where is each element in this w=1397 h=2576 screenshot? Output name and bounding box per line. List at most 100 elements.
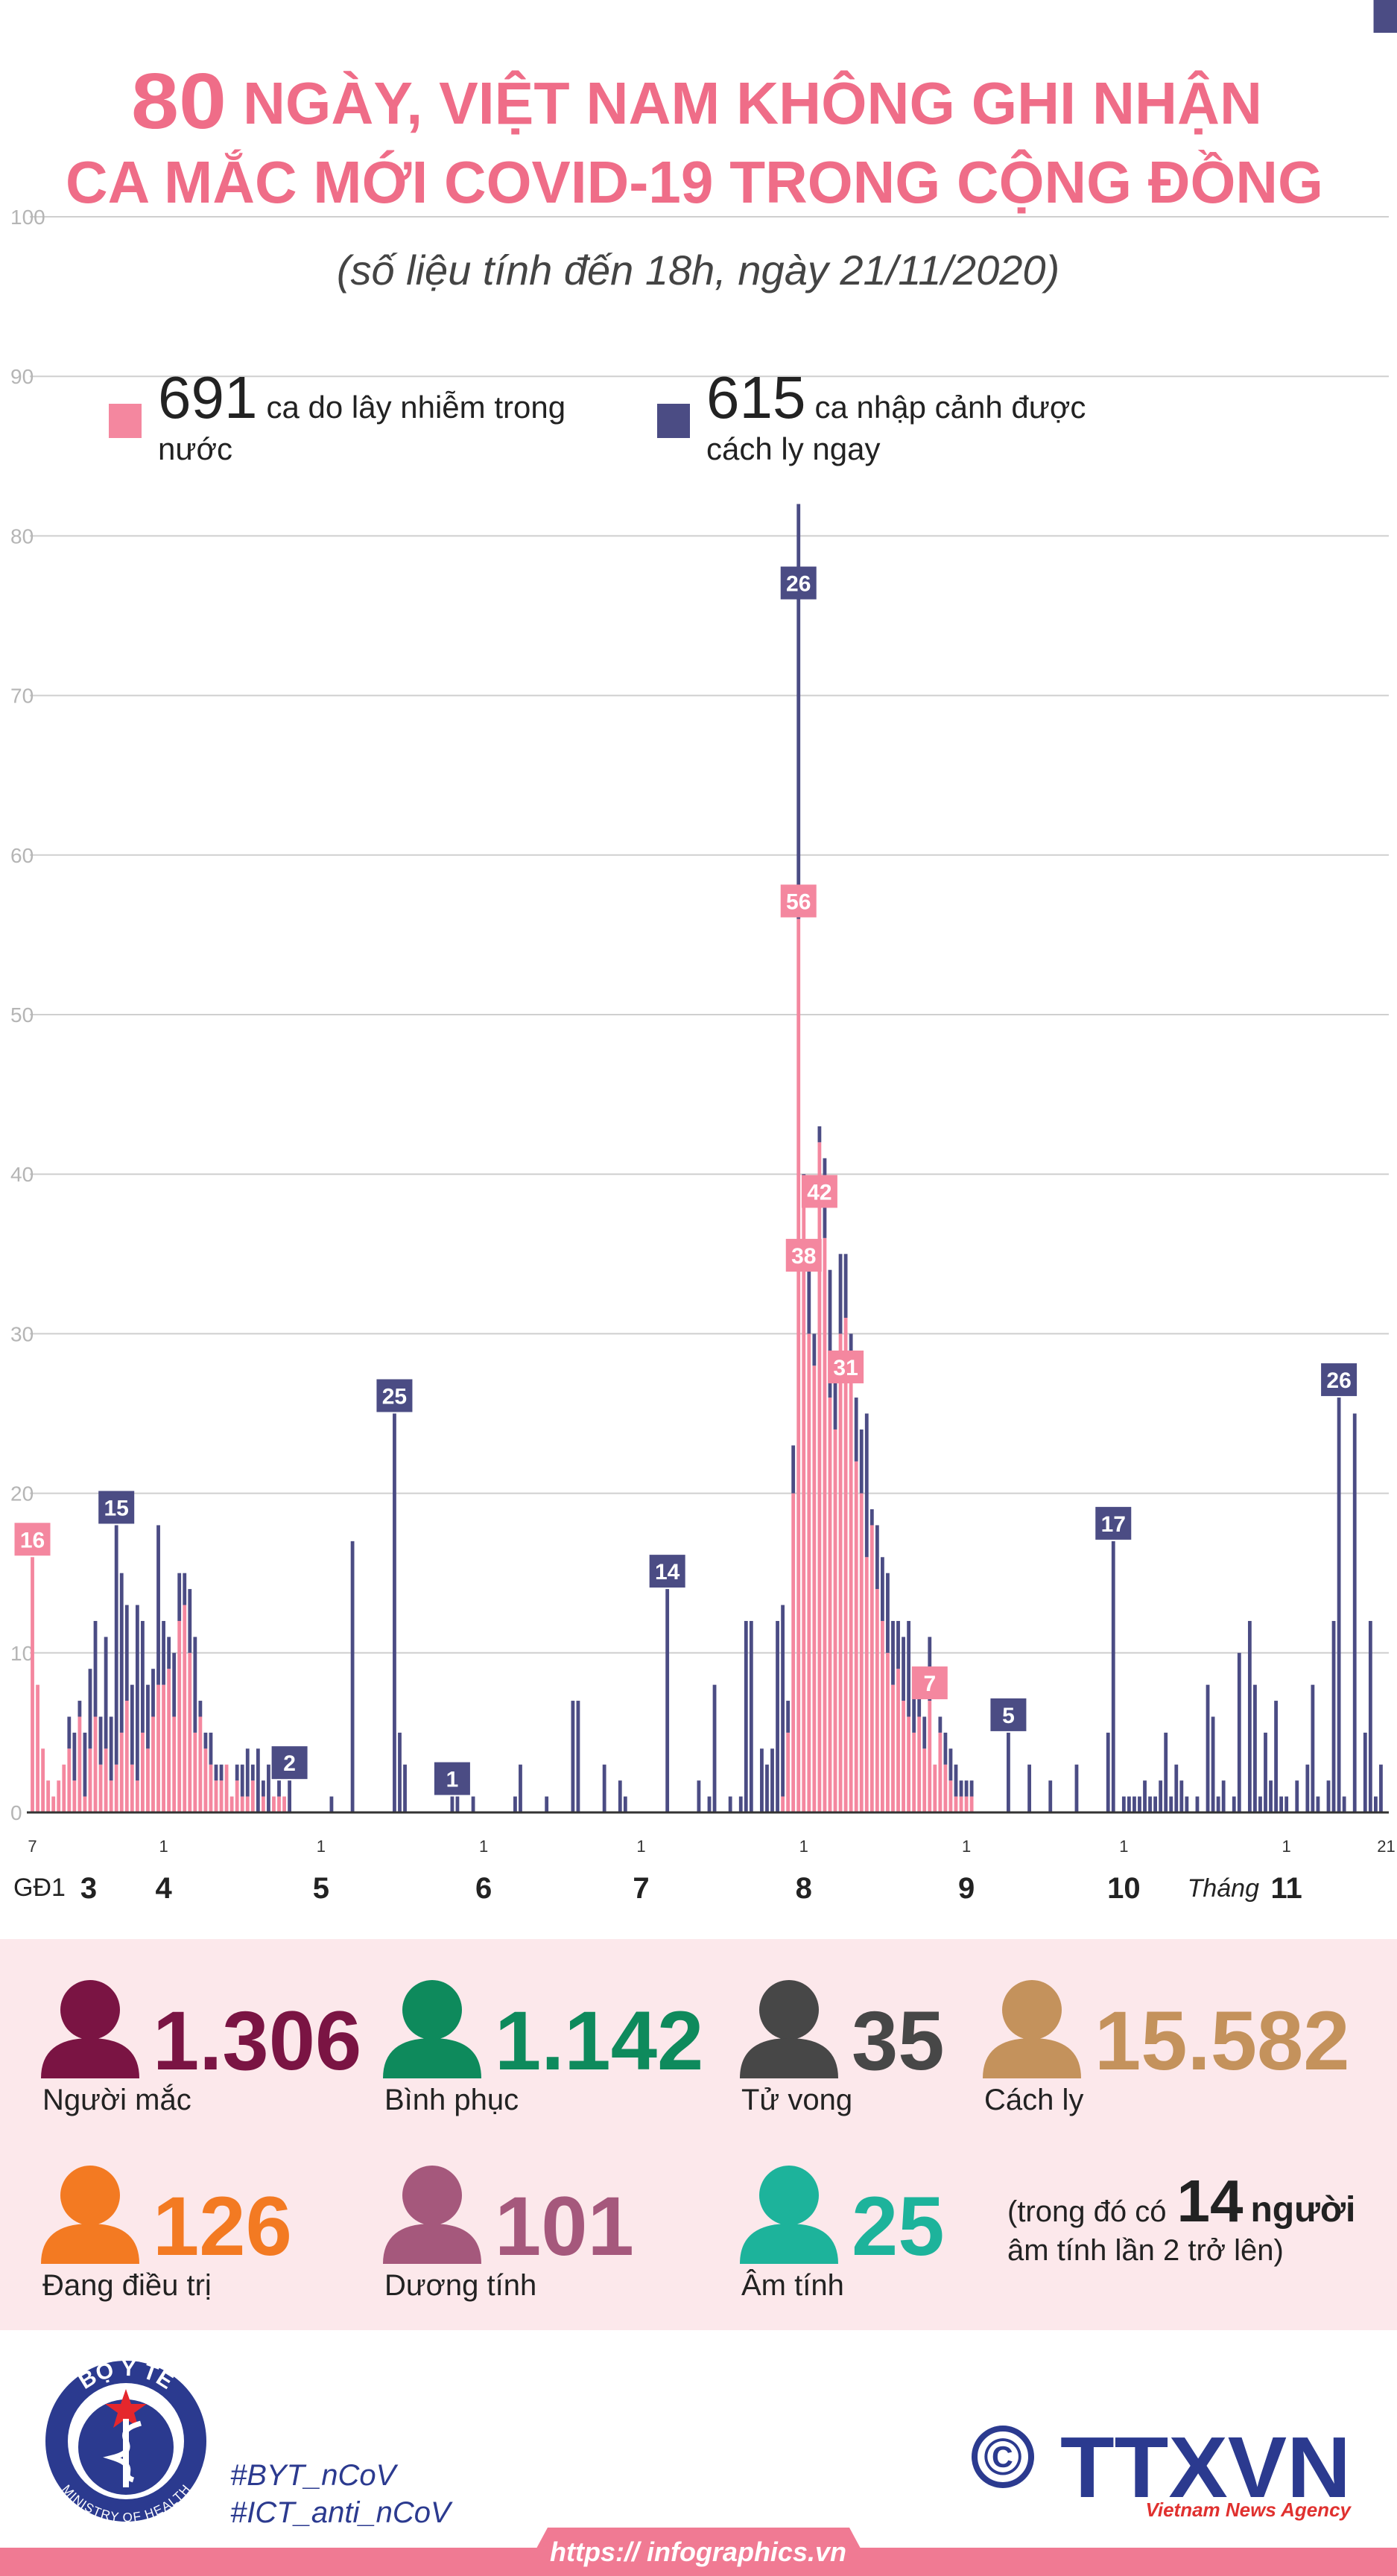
period-label: GĐ1 xyxy=(13,1874,66,1902)
bar xyxy=(1253,1684,1257,1812)
bar xyxy=(109,1716,113,1781)
bar xyxy=(907,1620,911,1717)
y-tick-label: 30 xyxy=(10,1322,34,1345)
bar xyxy=(72,1780,77,1812)
x-tick-label: 1 xyxy=(317,1837,326,1856)
bar xyxy=(843,1254,848,1318)
x-tick-label: 1 xyxy=(159,1837,168,1856)
value-label-box xyxy=(828,1350,864,1383)
bar xyxy=(1164,1732,1168,1812)
note: (trong đó có 14 người xyxy=(1007,2168,1355,2234)
bar xyxy=(62,1764,66,1812)
month-label: 10 xyxy=(1107,1872,1141,1905)
bar xyxy=(146,1748,150,1812)
bar xyxy=(1106,1732,1110,1812)
bar xyxy=(1258,1796,1262,1812)
bar xyxy=(786,1732,791,1812)
stat-label: Đang điều trị xyxy=(42,2269,212,2302)
bar xyxy=(964,1796,969,1812)
stat-label: Dương tính xyxy=(384,2269,536,2302)
bar xyxy=(922,1748,927,1812)
bar xyxy=(1159,1780,1163,1812)
bar xyxy=(796,919,801,1812)
value-label: 31 xyxy=(833,1356,858,1380)
x-tick-label: 1 xyxy=(962,1837,971,1856)
bar xyxy=(1216,1796,1220,1812)
bar xyxy=(519,1764,522,1812)
agency-logo: TTXVN xyxy=(1060,2419,1351,2516)
bar xyxy=(618,1780,622,1812)
bar xyxy=(288,1780,292,1812)
bar xyxy=(162,1620,165,1685)
person-icon-head xyxy=(60,2166,120,2225)
bar xyxy=(807,1269,811,1334)
value-label: 56 xyxy=(786,889,811,914)
bar xyxy=(849,1365,853,1812)
y-tick-label: 90 xyxy=(10,365,34,388)
stat-label: Người mắc xyxy=(42,2083,191,2116)
bar xyxy=(455,1796,460,1812)
bar xyxy=(183,1605,187,1812)
person-icon-head xyxy=(402,2166,462,2225)
bar xyxy=(130,1684,134,1765)
stat-value: 1.306 xyxy=(153,1994,361,2087)
bar xyxy=(277,1780,281,1797)
bar xyxy=(193,1732,197,1812)
month-label: 9 xyxy=(958,1872,975,1905)
bar xyxy=(781,1796,785,1812)
bar xyxy=(98,1716,103,1765)
bar xyxy=(786,1701,791,1733)
legend-item: 691 ca do lây nhiễm trong nước xyxy=(109,368,575,470)
bar xyxy=(1373,1796,1378,1812)
value-label-box xyxy=(990,1698,1027,1731)
bar xyxy=(1305,1764,1310,1812)
bar xyxy=(969,1796,974,1812)
bar xyxy=(109,1780,113,1812)
title-line: NGÀY, VIỆT NAM KHÔNG GHI NHẬN xyxy=(243,70,1262,136)
bar xyxy=(114,1764,118,1812)
bar xyxy=(933,1764,937,1812)
bar xyxy=(838,1254,843,1334)
bar xyxy=(114,1525,118,1765)
bar xyxy=(1284,1796,1289,1812)
bar xyxy=(1111,1541,1115,1812)
bar xyxy=(1153,1796,1158,1812)
bar xyxy=(172,1716,177,1812)
logo-snake xyxy=(103,2420,142,2483)
bar xyxy=(896,1620,900,1669)
note-number: 14 xyxy=(1176,2168,1243,2234)
bar xyxy=(193,1637,197,1733)
x-tick-label: 1 xyxy=(636,1837,645,1856)
title-number: 80 xyxy=(131,57,227,145)
bar xyxy=(235,1780,239,1812)
legend-label: ca nhập cảnh được cách ly ngay xyxy=(706,390,1086,466)
bar xyxy=(875,1589,879,1812)
bar xyxy=(177,1620,182,1812)
bar xyxy=(781,1605,785,1797)
bar xyxy=(156,1684,160,1812)
bar xyxy=(151,1669,155,1717)
bar xyxy=(1274,1701,1278,1812)
bar xyxy=(1368,1620,1372,1812)
bar xyxy=(1211,1716,1215,1812)
hashtag: #BYT_nCoV xyxy=(230,2459,399,2492)
bar xyxy=(859,1429,864,1494)
copyright: © xyxy=(983,2428,1022,2486)
bar xyxy=(88,1669,92,1749)
bar xyxy=(917,1716,922,1812)
legend-total: 691 xyxy=(158,364,258,431)
bar xyxy=(1169,1796,1173,1812)
bar xyxy=(1133,1796,1136,1812)
value-label-box xyxy=(649,1555,685,1588)
bar xyxy=(917,1684,922,1717)
bar xyxy=(665,1589,670,1812)
bar xyxy=(833,1429,837,1812)
bar xyxy=(162,1684,165,1812)
bar xyxy=(141,1620,145,1733)
bar xyxy=(964,1780,969,1797)
value-label: 26 xyxy=(1326,1368,1351,1393)
bar xyxy=(744,1620,748,1812)
value-label: 42 xyxy=(807,1180,831,1205)
bar xyxy=(1127,1796,1131,1812)
month-label: 3 xyxy=(80,1872,97,1905)
